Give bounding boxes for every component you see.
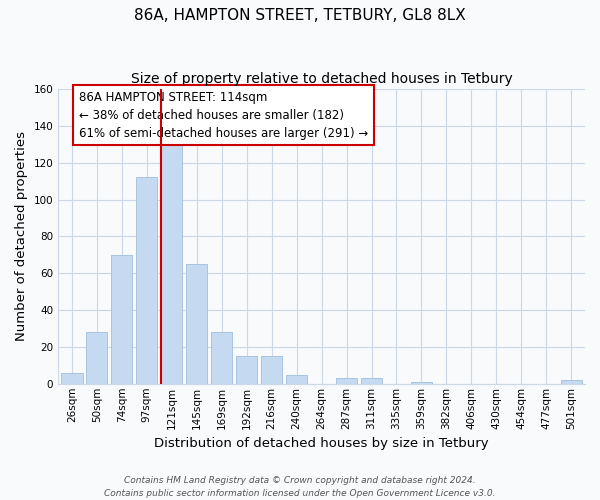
Y-axis label: Number of detached properties: Number of detached properties [15,132,28,342]
Title: Size of property relative to detached houses in Tetbury: Size of property relative to detached ho… [131,72,512,86]
Bar [186,264,208,384]
Bar [111,255,133,384]
Bar [286,374,307,384]
Bar [236,356,257,384]
Bar [560,380,582,384]
Text: 86A HAMPTON STREET: 114sqm
← 38% of detached houses are smaller (182)
61% of sem: 86A HAMPTON STREET: 114sqm ← 38% of deta… [79,90,368,140]
Bar [336,378,357,384]
X-axis label: Distribution of detached houses by size in Tetbury: Distribution of detached houses by size … [154,437,489,450]
Bar [86,332,107,384]
Text: 86A, HAMPTON STREET, TETBURY, GL8 8LX: 86A, HAMPTON STREET, TETBURY, GL8 8LX [134,8,466,22]
Bar [136,178,157,384]
Bar [61,372,83,384]
Bar [211,332,232,384]
Bar [361,378,382,384]
Text: Contains HM Land Registry data © Crown copyright and database right 2024.
Contai: Contains HM Land Registry data © Crown c… [104,476,496,498]
Bar [411,382,432,384]
Bar [261,356,282,384]
Bar [161,142,182,384]
